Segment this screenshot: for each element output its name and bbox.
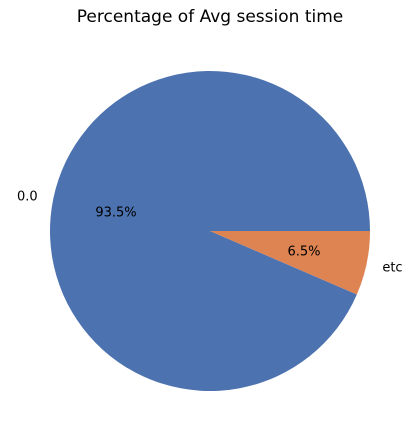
- pie-category-label-2: etc: [382, 261, 402, 276]
- pie-labels: 93.5% 0.0 6.5% etc: [17, 189, 403, 275]
- pie-percent-label-1: 93.5%: [95, 206, 136, 221]
- chart-title: Percentage of Avg session time: [77, 7, 343, 27]
- pie-slice-2: [210, 231, 370, 295]
- pie-percent-label-2: 6.5%: [287, 244, 320, 259]
- pie-slice-1: [50, 71, 370, 392]
- pie-category-label-1: 0.0: [17, 189, 38, 204]
- pie-slices: [50, 71, 370, 392]
